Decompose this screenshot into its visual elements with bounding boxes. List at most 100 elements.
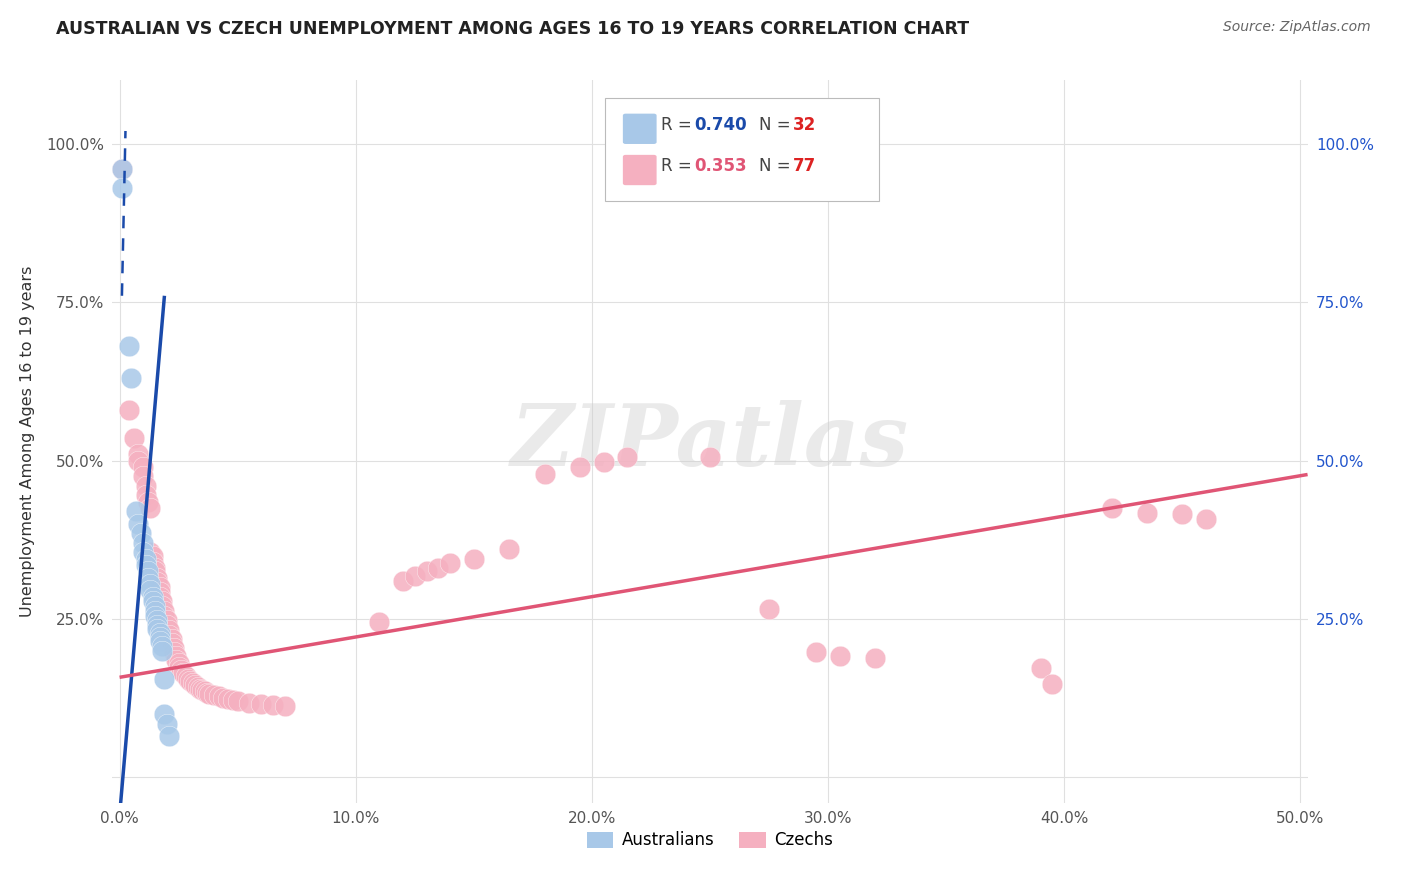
Point: [135, 488, 157, 502]
Point: [132, 536, 155, 550]
Point: [153, 707, 176, 722]
Point: [146, 613, 169, 627]
Point: [156, 618, 179, 632]
Point: [146, 617, 169, 632]
Point: [415, 565, 437, 579]
Text: N =: N =: [759, 158, 790, 176]
Point: [1171, 508, 1194, 522]
Point: [165, 652, 187, 666]
Text: 77: 77: [793, 158, 817, 176]
Legend: Australians, Czechs: Australians, Czechs: [581, 824, 839, 856]
Point: [132, 545, 155, 559]
Point: [427, 561, 450, 575]
Point: [157, 628, 180, 642]
Point: [188, 681, 211, 696]
Point: [149, 580, 172, 594]
Point: [157, 624, 180, 638]
Point: [274, 699, 297, 714]
Point: [238, 696, 260, 710]
Point: [142, 590, 165, 604]
Point: [143, 561, 166, 575]
Point: [149, 590, 172, 604]
Point: [142, 555, 165, 569]
Point: [202, 688, 225, 702]
Point: [149, 630, 172, 644]
Text: ZIPatlas: ZIPatlas: [510, 400, 910, 483]
Point: [194, 684, 217, 698]
Text: 0.740: 0.740: [695, 116, 747, 134]
Point: [569, 459, 592, 474]
Point: [439, 556, 461, 570]
Point: [136, 571, 159, 585]
Point: [1101, 501, 1123, 516]
Point: [135, 558, 157, 573]
Point: [120, 371, 142, 385]
Point: [186, 680, 208, 694]
Point: [463, 551, 485, 566]
Point: [226, 694, 249, 708]
Point: [132, 469, 155, 483]
Point: [150, 643, 173, 657]
Point: [160, 632, 183, 647]
Point: [163, 645, 186, 659]
Point: [368, 615, 391, 630]
Point: [179, 674, 201, 689]
Point: [146, 622, 169, 636]
Point: [142, 549, 165, 563]
Point: [592, 455, 614, 469]
Point: [184, 678, 207, 692]
Point: [1029, 661, 1052, 675]
Point: [136, 565, 159, 579]
Text: 32: 32: [793, 116, 817, 134]
Point: [143, 608, 166, 623]
Point: [165, 648, 187, 663]
Point: [111, 161, 134, 176]
Point: [177, 672, 200, 686]
Point: [135, 479, 157, 493]
Point: [132, 459, 155, 474]
Point: [212, 690, 235, 705]
Point: [865, 651, 887, 665]
Point: [149, 634, 172, 648]
Point: [111, 161, 134, 176]
Point: [262, 698, 284, 713]
Point: [149, 585, 172, 599]
Point: [136, 494, 159, 508]
Point: [127, 447, 149, 461]
Text: AUSTRALIAN VS CZECH UNEMPLOYMENT AMONG AGES 16 TO 19 YEARS CORRELATION CHART: AUSTRALIAN VS CZECH UNEMPLOYMENT AMONG A…: [56, 20, 969, 37]
Point: [217, 691, 239, 706]
Point: [198, 687, 221, 701]
Point: [139, 501, 162, 516]
Point: [127, 453, 149, 467]
Point: [181, 676, 204, 690]
Point: [533, 467, 555, 482]
Point: [167, 657, 190, 671]
Point: [150, 639, 173, 653]
Point: [1042, 676, 1064, 690]
Point: [172, 665, 194, 680]
Text: Source: ZipAtlas.com: Source: ZipAtlas.com: [1223, 20, 1371, 34]
Point: [170, 663, 193, 677]
Point: [118, 402, 141, 417]
Point: [149, 626, 172, 640]
Point: [129, 526, 152, 541]
Point: [153, 608, 176, 623]
Point: [156, 716, 179, 731]
Point: [156, 613, 179, 627]
Point: [404, 569, 426, 583]
Point: [195, 685, 218, 699]
Point: [1195, 512, 1218, 526]
Point: [111, 181, 134, 195]
Point: [222, 693, 245, 707]
Text: R =: R =: [661, 116, 692, 134]
Point: [160, 636, 183, 650]
Point: [1136, 506, 1159, 520]
Point: [153, 604, 176, 618]
Point: [208, 690, 231, 704]
Point: [143, 599, 166, 614]
Point: [150, 594, 173, 608]
Point: [143, 565, 166, 579]
Text: 0.353: 0.353: [695, 158, 747, 176]
Point: [142, 594, 165, 608]
Point: [143, 604, 166, 618]
